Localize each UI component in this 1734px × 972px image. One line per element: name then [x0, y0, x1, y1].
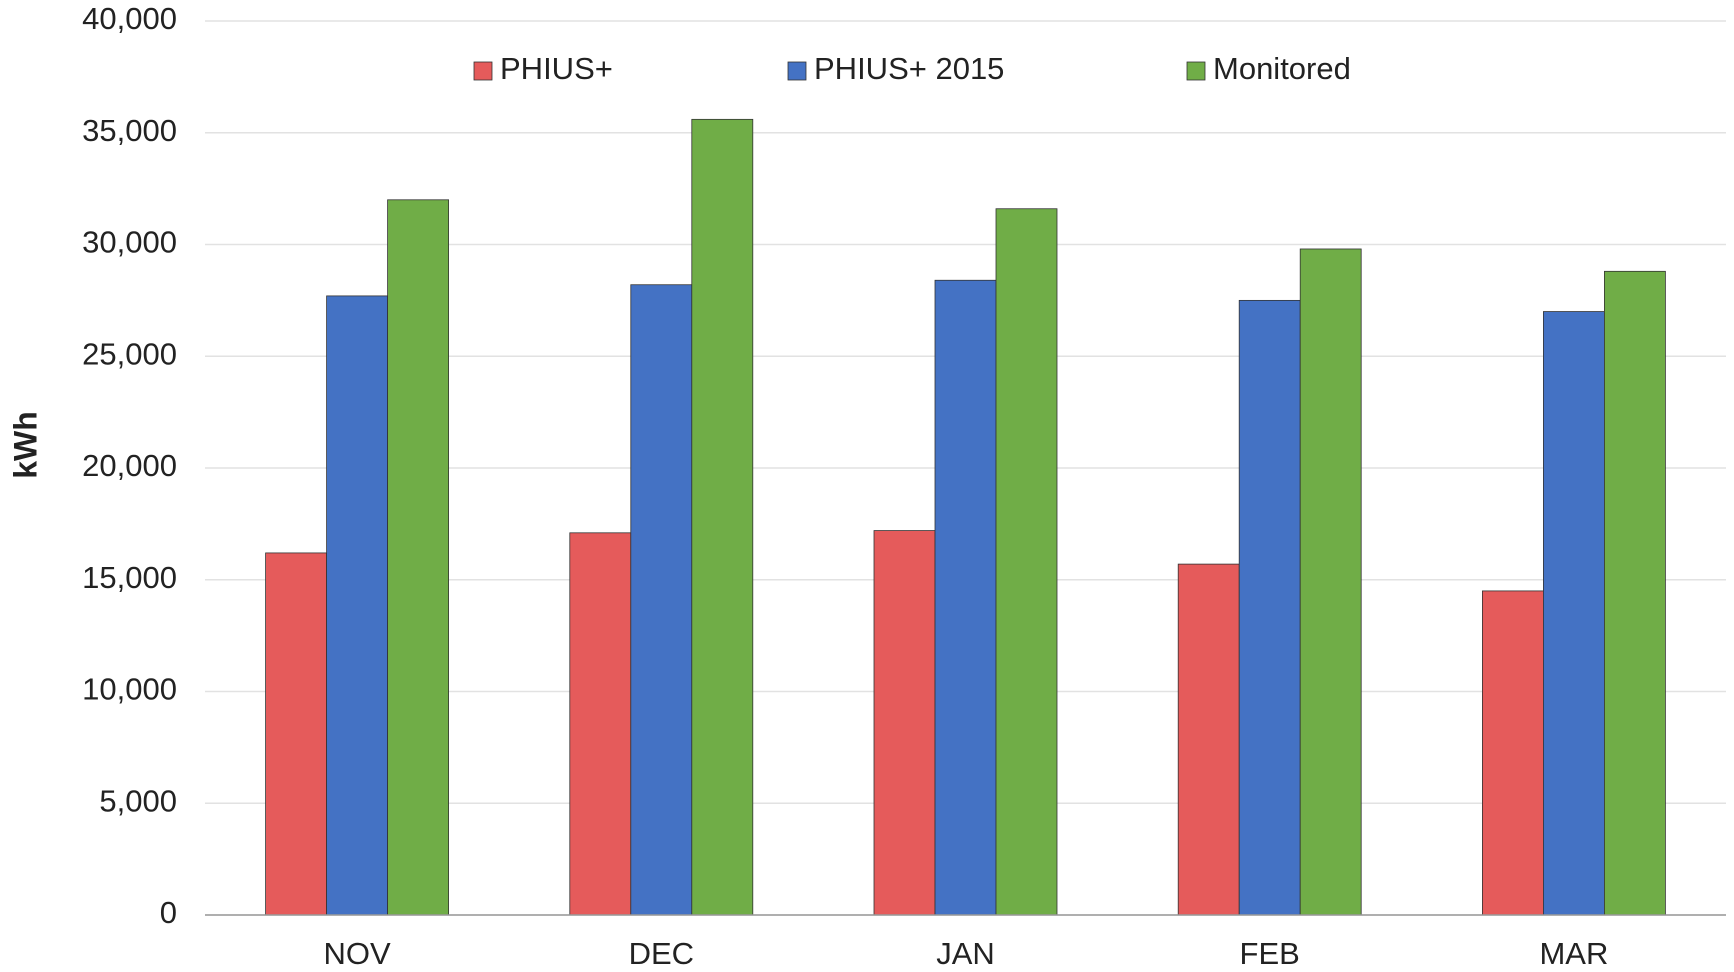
- bar: [569, 532, 632, 916]
- bar: [691, 118, 754, 916]
- bar: [873, 530, 936, 916]
- bar: [265, 552, 328, 916]
- x-tick-label: JAN: [936, 936, 995, 971]
- bar: [630, 284, 693, 916]
- legend-swatch: [787, 61, 807, 81]
- y-axis-label: kWh: [7, 411, 43, 479]
- bar: [1482, 590, 1544, 916]
- y-tick-label: 0: [160, 895, 177, 930]
- x-tick-label: NOV: [324, 936, 392, 971]
- bar: [934, 279, 997, 916]
- bar: [1299, 248, 1362, 916]
- x-tick-label: FEB: [1240, 936, 1300, 971]
- y-tick-label: 15,000: [82, 560, 177, 595]
- bar: [1604, 270, 1666, 916]
- legend-swatch: [473, 61, 493, 81]
- y-tick-label: 5,000: [99, 783, 177, 818]
- y-tick-label: 30,000: [82, 225, 177, 260]
- legend-swatch: [1186, 61, 1206, 81]
- bar: [1177, 563, 1240, 916]
- y-tick-label: 10,000: [82, 672, 177, 707]
- x-tick-label: MAR: [1539, 936, 1608, 971]
- legend-label: PHIUS+: [500, 51, 613, 86]
- bar: [1543, 311, 1605, 916]
- y-tick-label: 35,000: [82, 113, 177, 148]
- legend-label: PHIUS+ 2015: [814, 51, 1004, 86]
- legend-label: Monitored: [1213, 51, 1351, 86]
- bar: [995, 208, 1058, 916]
- y-tick-label: 20,000: [82, 448, 177, 483]
- y-tick-label: 25,000: [82, 336, 177, 371]
- y-tick-label: 40,000: [82, 1, 177, 36]
- bar: [326, 295, 389, 916]
- bar: [387, 199, 450, 916]
- x-tick-label: DEC: [629, 936, 694, 971]
- bar: [1238, 299, 1301, 916]
